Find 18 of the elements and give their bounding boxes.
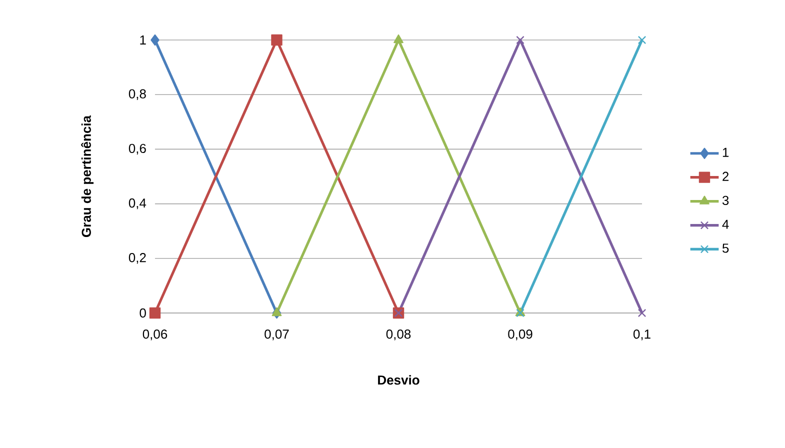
x-tick-label: 0,09 (508, 330, 532, 340)
legend-label: 2 (722, 172, 729, 181)
y-tick-label: 0,6 (128, 144, 146, 155)
x-tick-label: 0,07 (264, 330, 289, 340)
x-axis-title: Desvio (378, 375, 420, 385)
x-tick-label: 0,1 (633, 330, 650, 340)
legend-label: 1 (722, 148, 729, 157)
legend-label: 4 (722, 220, 729, 229)
y-axis-title: Grau de pertinência (81, 115, 94, 238)
y-tick-label: 1 (140, 36, 146, 44)
x-tick-label: 0,06 (142, 330, 168, 340)
legend-label: 5 (722, 244, 729, 253)
y-tick-label: 0 (140, 308, 146, 318)
legend-label: 3 (722, 196, 729, 206)
y-tick-label: 0,2 (128, 253, 146, 264)
y-tick-label: 0,8 (128, 89, 146, 100)
y-tick-label: 0,4 (128, 198, 146, 210)
x-tick-label: 0,08 (386, 330, 411, 340)
